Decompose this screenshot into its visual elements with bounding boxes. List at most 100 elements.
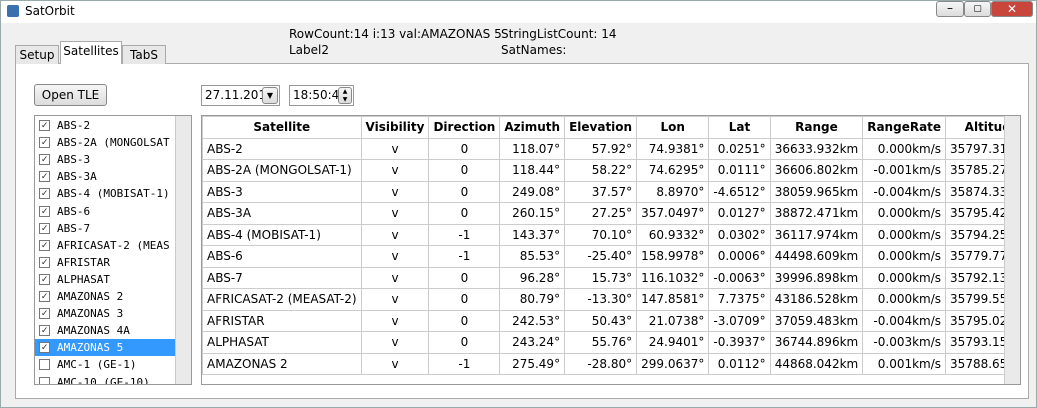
- cell: v: [360, 331, 430, 354]
- sat-names-label: SatNames:: [501, 43, 567, 57]
- list-item[interactable]: ✓ AMAZONAS 3: [35, 305, 175, 322]
- item-label: ABS-3A: [57, 170, 97, 184]
- column-header[interactable]: Elevation: [564, 116, 638, 139]
- cell: ABS-2: [202, 137, 362, 160]
- item-label: ABS-3: [57, 153, 91, 167]
- column-header[interactable]: Satellite: [202, 116, 362, 139]
- list-item[interactable]: ✓ ABS-2A (MONGOLSAT: [35, 134, 175, 151]
- list-item[interactable]: ✓ AFRISTAR: [35, 254, 175, 271]
- cell: 70.10°: [564, 223, 638, 246]
- data-row[interactable]: ABS-7 v 0 96.28° 15.73° 116.1032° -0.0063° 3999…: [202, 266, 1020, 289]
- checkbox[interactable]: ✓: [39, 205, 50, 217]
- item-label: AMAZONAS 3: [57, 307, 124, 321]
- close-button[interactable]: ✕: [991, 1, 1033, 17]
- open-tle-button[interactable]: Open TLE: [34, 84, 107, 106]
- list-item[interactable]: ✓ AMAZONAS 2: [35, 288, 175, 305]
- list-item[interactable]: ✓ ABS-6: [35, 203, 175, 220]
- checkbox[interactable]: ✓: [39, 222, 50, 234]
- column-header[interactable]: Direction: [428, 116, 501, 139]
- data-row[interactable]: ABS-3A v 0 260.15° 27.25° 357.0497° 0.0127° 388…: [202, 202, 1020, 225]
- date-dropdown[interactable]: ▼: [262, 87, 278, 104]
- item-label: AMAZONAS 5: [57, 341, 124, 355]
- data-row[interactable]: ABS-6 v -1 85.53° -25.40° 158.9978° 0.0006° 444…: [202, 245, 1020, 268]
- list-item[interactable]: ✓ ALPHASAT: [35, 271, 175, 288]
- minimize-button[interactable]: –: [936, 1, 964, 17]
- tab[interactable]: Satellites: [60, 41, 122, 64]
- cell: ABS-7: [202, 266, 362, 289]
- list-item[interactable]: AMC-10 (GE-10): [35, 374, 175, 384]
- time-value: 18:50:42: [293, 88, 347, 102]
- cell: -4.6512°: [708, 180, 771, 203]
- cell: 44498.609km: [769, 245, 864, 268]
- list-scrollbar[interactable]: [175, 116, 191, 384]
- checkbox[interactable]: [39, 359, 50, 371]
- label2: Label2: [289, 43, 330, 57]
- cell: 0: [428, 202, 501, 225]
- column-header[interactable]: Visibility: [360, 116, 430, 139]
- data-row[interactable]: AFRICASAT-2 (MEASAT-2) v 0 80.79° -13.30° 147…: [202, 288, 1020, 311]
- list-item[interactable]: ✓ ABS-7: [35, 220, 175, 237]
- data-row[interactable]: ALPHASAT v 0 243.24° 55.76° 24.9401° -0.3937° 3…: [202, 331, 1020, 354]
- data-row[interactable]: ABS-2A (MONGOLSAT-1) v 0 118.44° 58.22° 74.62…: [202, 159, 1020, 182]
- list-item[interactable]: ✓ ABS-4 (MOBISAT-1): [35, 185, 175, 202]
- data-row[interactable]: ABS-4 (MOBISAT-1) v -1 143.37° 70.10° 60.9332…: [202, 223, 1020, 246]
- cell: 0: [428, 266, 501, 289]
- cell: 7.7375°: [708, 288, 771, 311]
- column-header[interactable]: Range: [769, 116, 864, 139]
- cell: 39996.898km: [769, 266, 864, 289]
- checkbox[interactable]: ✓: [39, 154, 50, 166]
- cell: v: [360, 266, 430, 289]
- list-item[interactable]: ✓ ABS-3: [35, 151, 175, 168]
- checkbox[interactable]: ✓: [39, 325, 50, 337]
- cell: 0.000km/s: [862, 245, 947, 268]
- column-header[interactable]: Azimuth: [499, 116, 566, 139]
- cell: v: [360, 223, 430, 246]
- item-label: ABS-2A (MONGOLSAT: [57, 136, 170, 150]
- data-row[interactable]: ABS-2 v 0 118.07° 57.92° 74.9381° 0.0251° 36633…: [202, 137, 1020, 160]
- data-row[interactable]: ABS-3 v 0 249.08° 37.57° 8.8970° -4.6512° 38059…: [202, 180, 1020, 203]
- tab[interactable]: Setup: [15, 45, 59, 64]
- cell: 57.92°: [564, 137, 638, 160]
- cell: 147.8581°: [636, 288, 710, 311]
- checkbox[interactable]: ✓: [39, 120, 50, 131]
- list-item[interactable]: AMC-1 (GE-1): [35, 356, 175, 373]
- column-header[interactable]: RangeRate: [862, 116, 947, 139]
- maximize-button[interactable]: ▢: [964, 1, 991, 17]
- column-header[interactable]: Lat: [708, 116, 771, 139]
- checkbox[interactable]: [39, 376, 50, 384]
- cell: 0.0111°: [708, 159, 771, 182]
- time-spinner[interactable]: ▲ ▼: [338, 87, 352, 104]
- checkbox[interactable]: ✓: [39, 308, 50, 320]
- cell: -0.004km/s: [862, 180, 947, 203]
- cell: 44868.042km: [769, 352, 864, 375]
- item-label: ABS-2: [57, 119, 91, 132]
- checkbox[interactable]: ✓: [39, 137, 50, 149]
- checkbox[interactable]: ✓: [39, 239, 50, 251]
- date-picker[interactable]: 27.11.2017 ▼: [201, 85, 280, 106]
- header-row: Satellite Visibility Direction Azimuth Eleva…: [202, 116, 1020, 139]
- cell: 0.0127°: [708, 202, 771, 225]
- list-item[interactable]: ✓ ABS-3A: [35, 168, 175, 185]
- cell: 0.000km/s: [862, 137, 947, 160]
- cell: 0: [428, 180, 501, 203]
- cell: 58.22°: [564, 159, 638, 182]
- checkbox[interactable]: ✓: [39, 291, 50, 302]
- checkbox[interactable]: ✓: [39, 342, 50, 354]
- cell: 27.25°: [564, 202, 638, 225]
- list-item[interactable]: ✓ AFRICASAT-2 (MEAS: [35, 237, 175, 254]
- checkbox[interactable]: ✓: [39, 256, 50, 268]
- grid-scrollbar[interactable]: [1004, 116, 1020, 384]
- cell: 50.43°: [564, 309, 638, 332]
- time-picker[interactable]: 18:50:42 ▲ ▼: [289, 85, 354, 106]
- checkbox[interactable]: ✓: [39, 273, 50, 285]
- column-header[interactable]: Lon: [636, 116, 710, 139]
- list-item[interactable]: ✓ AMAZONAS 5: [35, 339, 175, 357]
- checkbox[interactable]: ✓: [39, 188, 50, 200]
- checkbox[interactable]: ✓: [39, 171, 50, 183]
- tab[interactable]: TabS: [122, 45, 166, 64]
- cell: ABS-3: [202, 180, 362, 203]
- list-item[interactable]: ✓ AMAZONAS 4A: [35, 322, 175, 339]
- list-item[interactable]: ✓ ABS-2: [35, 117, 175, 134]
- data-row[interactable]: AFRISTAR v 0 242.53° 50.43° 21.0738° -3.0709° 3…: [202, 309, 1020, 332]
- data-row[interactable]: AMAZONAS 2 v -1 275.49° -28.80° 299.0637° 0.01…: [202, 352, 1020, 375]
